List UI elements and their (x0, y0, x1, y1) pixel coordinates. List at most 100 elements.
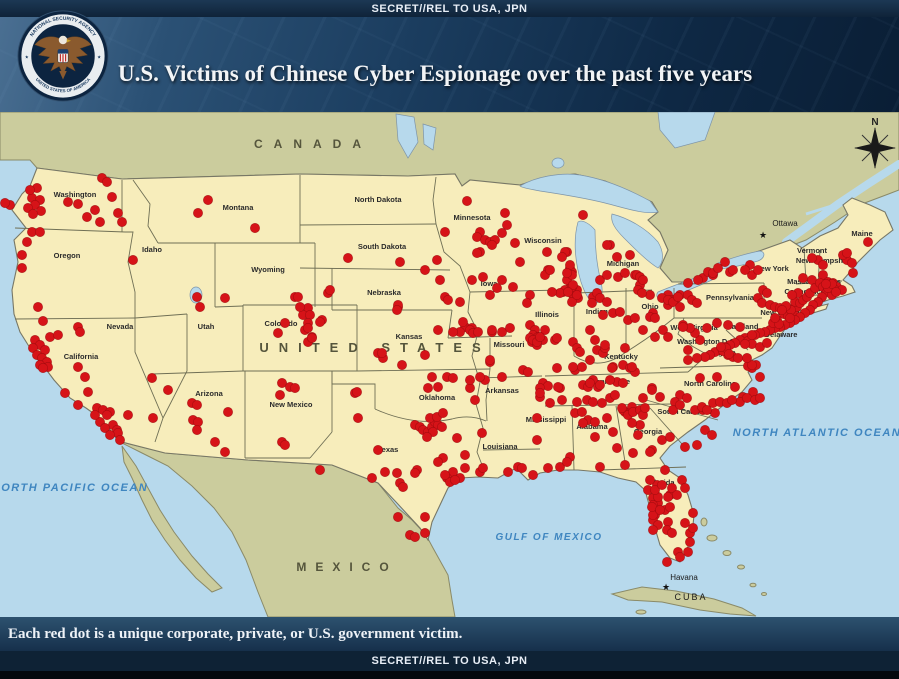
intrusion-dot (439, 227, 450, 238)
intrusion-dot (73, 399, 84, 410)
intrusion-dot (123, 409, 134, 420)
geo-label: CANADA (254, 137, 372, 151)
intrusion-dot (422, 382, 433, 393)
state-label: Michigan (607, 259, 640, 268)
intrusion-dot (601, 240, 612, 251)
state-label: Georgia (634, 427, 663, 436)
intrusion-dot (62, 197, 73, 208)
intrusion-dot (726, 394, 737, 405)
intrusion-dot (392, 511, 403, 522)
intrusion-dot (501, 220, 512, 231)
intrusion-dot (732, 352, 743, 363)
intrusion-dot (677, 321, 688, 332)
intrusion-dot (16, 262, 27, 273)
state-label: Indiana (586, 307, 613, 316)
state-label: North Carolina (684, 379, 737, 388)
city-label: Havana (670, 573, 698, 582)
intrusion-dot (272, 327, 283, 338)
intrusion-dot (546, 286, 557, 297)
intrusion-dot (646, 384, 657, 395)
intrusion-dot (599, 339, 610, 350)
intrusion-dot (723, 348, 734, 359)
intrusion-dot (776, 304, 787, 315)
intrusion-dot (34, 227, 45, 238)
intrusion-dot (37, 315, 48, 326)
intrusion-dot (100, 422, 111, 433)
intrusion-dot (587, 396, 598, 407)
intrusion-dot (746, 329, 757, 340)
intrusion-dot (274, 389, 285, 400)
intrusion-dot (752, 264, 763, 275)
intrusion-dot (436, 421, 447, 432)
intrusion-dot (394, 256, 405, 267)
intrusion-dot (534, 331, 545, 342)
city-label: CUBA (674, 592, 707, 602)
intrusion-dot (561, 456, 572, 467)
lake-superior (519, 173, 659, 214)
intrusion-dot (727, 264, 738, 275)
intrusion-dot (419, 349, 430, 360)
intrusion-dot (484, 289, 495, 300)
intrusion-dot (862, 237, 873, 248)
intrusion-dot (210, 436, 221, 447)
intrusion-dot (715, 341, 726, 352)
intrusion-dot (351, 386, 362, 397)
intrusion-dot (584, 377, 595, 388)
intrusion-dot (644, 446, 655, 457)
intrusion-dot (692, 274, 703, 285)
intrusion-dot (644, 474, 655, 485)
intrusion-dot (391, 304, 402, 315)
intrusion-dot (784, 312, 795, 323)
intrusion-dot (372, 444, 383, 455)
intrusion-dot (691, 352, 702, 363)
intrusion-dot (73, 361, 84, 372)
intrusion-dot (102, 409, 113, 420)
intrusion-dot (397, 481, 408, 492)
intrusion-dot (632, 429, 643, 440)
intrusion-dot (496, 228, 507, 239)
intrusion-dot (604, 374, 615, 385)
intrusion-dot (128, 255, 139, 266)
compass-rose-icon: N (854, 117, 896, 169)
intrusion-dot (447, 326, 458, 337)
seal-star-left: ★ (25, 54, 30, 59)
state-label: South Dakota (358, 242, 407, 251)
intrusion-dot (679, 441, 690, 452)
intrusion-dot (614, 306, 625, 317)
intrusion-dot (421, 431, 432, 442)
intrusion-dot (531, 412, 542, 423)
intrusion-dot (589, 416, 600, 427)
intrusion-dot (687, 522, 698, 533)
classification-text-top: SECRET//REL TO USA, JPN (371, 2, 528, 15)
intrusion-dot (567, 279, 578, 290)
intrusion-dot (52, 329, 63, 340)
intrusion-dot (457, 316, 468, 327)
intrusion-dot (701, 404, 712, 415)
intrusion-dot (195, 301, 206, 312)
intrusion-dot (27, 209, 38, 220)
intrusion-dot (554, 461, 565, 472)
intrusion-dot (496, 274, 507, 285)
intrusion-dot (694, 334, 705, 345)
intrusion-dot (567, 361, 578, 372)
intrusion-dot (739, 264, 750, 275)
intrusion-dot (817, 259, 828, 270)
state-label: Arizona (195, 389, 223, 398)
state-label: Wyoming (251, 265, 285, 274)
state-label: Alabama (576, 422, 608, 431)
bottom-strip (0, 671, 899, 679)
state-label: Delaware (765, 330, 798, 339)
ocean-label: NORTH ATLANTIC OCEAN (733, 427, 899, 439)
intrusion-dot (666, 482, 677, 493)
intrusion-dot (469, 394, 480, 405)
intrusion-dot (472, 326, 483, 337)
intrusion-dot (806, 253, 817, 264)
intrusion-dot (611, 442, 622, 453)
intrusion-dot (105, 429, 116, 440)
intrusion-dot (556, 252, 567, 263)
intrusion-dot (566, 296, 577, 307)
intrusion-dot (674, 551, 685, 562)
intrusion-dot (474, 371, 485, 382)
intrusion-dot (576, 406, 587, 417)
state-label: Idaho (142, 245, 162, 254)
